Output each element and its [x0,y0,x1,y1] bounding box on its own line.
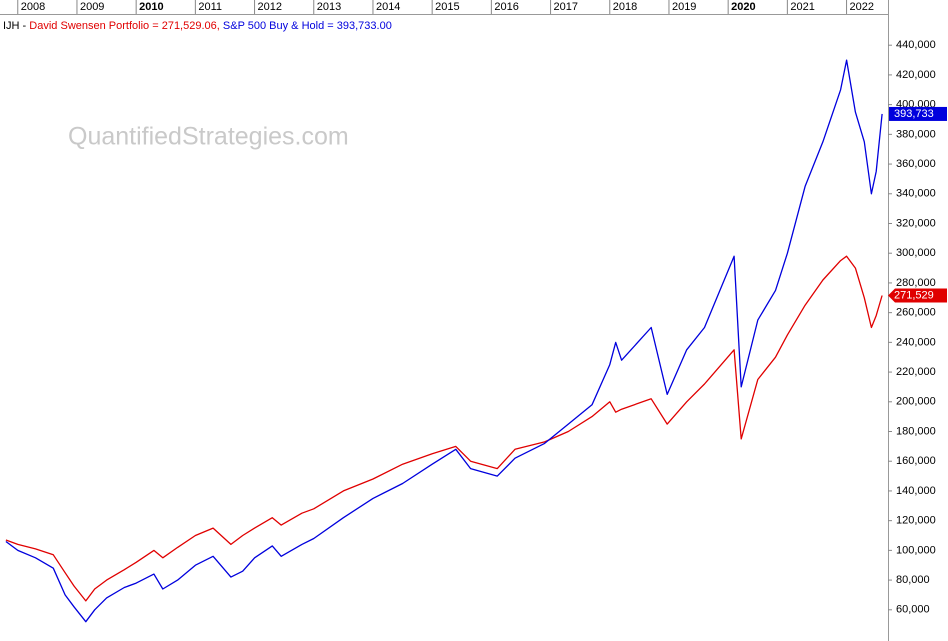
x-tick-label: 2015 [435,1,459,13]
y-tick-label: 280,000 [896,277,936,289]
chart-title: IJH - [3,20,27,32]
x-tick-label: 2010 [139,1,163,13]
x-tick-label: 2020 [731,1,755,13]
last-value-label: 271,529 [894,289,934,301]
legend-separator: = [327,20,333,32]
x-tick-label: 2019 [672,1,696,13]
y-tick-label: 320,000 [896,217,936,229]
y-tick-label: 240,000 [896,336,936,348]
legend-name: S&P 500 Buy & Hold [223,20,324,32]
legend: IJH - David Swensen Portfolio = 271,529.… [3,20,392,32]
y-tick-label: 420,000 [896,69,936,81]
y-tick-label: 260,000 [896,307,936,319]
y-tick-label: 180,000 [896,425,936,437]
y-tick-label: 100,000 [896,544,936,556]
y-tick-label: 140,000 [896,485,936,497]
x-tick-label: 2016 [494,1,518,13]
series-line [5,59,883,623]
y-tick-label: 80,000 [896,574,930,586]
watermark: QuantifiedStrategies.com [68,123,349,151]
y-tick-label: 200,000 [896,396,936,408]
x-tick-label: 2013 [317,1,341,13]
x-tick-label: 2012 [258,1,282,13]
x-tick-label: 2022 [850,1,874,13]
last-value-tag [888,288,947,303]
x-tick-label: 2021 [790,1,814,13]
series-line [5,255,883,602]
y-tick-label: 300,000 [896,247,936,259]
last-value-label: 393,733 [894,108,934,120]
y-tick-label: 360,000 [896,158,936,170]
x-tick-label: 2011 [198,1,222,13]
x-tick-label: 2017 [554,1,578,13]
y-tick-label: 380,000 [896,128,936,140]
legend-name: David Swensen Portfolio [29,20,149,32]
legend-value: 271,529.06, [162,20,220,32]
y-tick-label: 220,000 [896,366,936,378]
y-tick-label: 340,000 [896,188,936,200]
x-tick-label: 2018 [613,1,637,13]
y-tick-label: 440,000 [896,39,936,51]
y-tick-label: 160,000 [896,455,936,467]
x-tick-label: 2009 [80,1,104,13]
y-tick-label: 60,000 [896,604,930,616]
x-tick-label: 2008 [21,1,45,13]
legend-separator: = [152,20,158,32]
legend-value: 393,733.00 [337,20,392,32]
x-tick-label: 2014 [376,1,400,13]
last-value-tag [889,106,947,121]
y-tick-label: 120,000 [896,515,936,527]
